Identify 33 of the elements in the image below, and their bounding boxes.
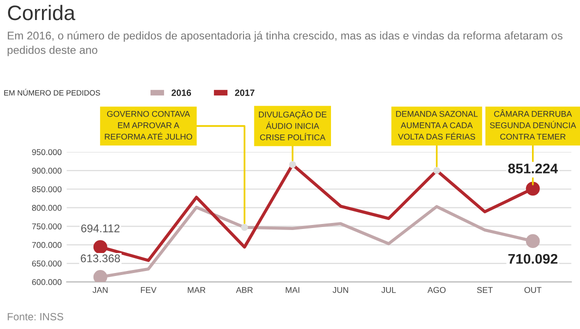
x-tick-label: OUT (524, 287, 542, 293)
x-tick-label: MAI (286, 287, 300, 293)
x-tick-label: SET (477, 287, 493, 293)
y-tick-label: 600.000 (32, 279, 62, 286)
data-label: 851.224 (508, 164, 558, 174)
x-tick-label: JUN (332, 287, 348, 293)
x-tick-label: AGO (427, 287, 446, 293)
data-label: 694.112 (81, 224, 120, 232)
x-tick-label: FEV (140, 287, 156, 293)
y-tick-label: 800.000 (32, 204, 62, 211)
data-label: 613.368 (80, 254, 120, 262)
legend-label: 2016 (172, 90, 192, 96)
annotation: DEMANDA SAZONAL AUMENTA A CADA VOLTA DAS FÉRIAS (396, 110, 478, 140)
point (93, 270, 108, 282)
x-tick-label: JAN (92, 287, 108, 293)
y-tick-label: 650.000 (32, 260, 62, 266)
source-note: Fonte: INSS (8, 312, 64, 320)
legend-label: 2017 (235, 90, 254, 96)
y-tick-label: 700.000 (32, 242, 62, 248)
x-tick-label: ABR (236, 287, 253, 293)
x-tick-label: MAR (188, 287, 206, 293)
chart-subtitle: Em 2016, o número de pedidos de aposentadoria já tinha crescido, mas as idas e vindas da reforma afetaram os pedidos deste ano (8, 31, 562, 56)
y-tick-label: 900.000 (32, 168, 62, 174)
y-tick-label: 750.000 (32, 223, 62, 230)
x-tick-label: JUL (381, 287, 396, 293)
point (526, 234, 540, 248)
annotation: GOVERNO CONTAVA EM APROVAR A REFORMA ATÉ JULHO (104, 110, 192, 140)
annotation: DIVULGAÇÃO DE ÁUDIO INICIA CRISE POLÍTICA (258, 110, 326, 140)
y-tick-label: 850.000 (32, 186, 62, 192)
y-tick-label: 950.000 (32, 149, 62, 156)
annotation: CÂMARA DERRUBA SEGUNDA DENÚNCIA CONTRA TEMER (490, 109, 576, 140)
data-label: 710.092 (508, 254, 558, 264)
chart-title: Corrida (8, 4, 76, 20)
